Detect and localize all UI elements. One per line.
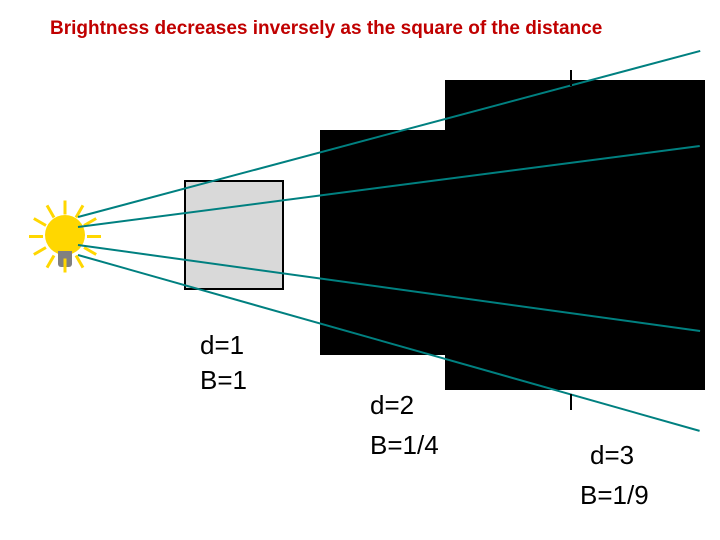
bulb-ray-icon [87,235,101,238]
label-d1-distance: d=1 [200,330,244,361]
label-d2-brightness: B=1/4 [370,430,439,461]
panel-d2 [320,130,510,355]
bulb-ray-icon [29,235,43,238]
tick-mark-icon [570,394,572,410]
bulb-ray-icon [64,259,67,273]
label-d2-distance: d=2 [370,390,414,421]
bulb-ray-icon [33,217,47,227]
label-d3-distance: d=3 [590,440,634,471]
label-d3-brightness: B=1/9 [580,480,649,511]
bulb-ray-icon [64,201,67,215]
diagram-stage: Brightness decreases inversely as the sq… [0,0,720,540]
bulb-ray-icon [46,255,56,269]
panel-d1 [184,180,284,290]
label-d1-brightness: B=1 [200,365,247,396]
bulb-ray-icon [46,205,56,219]
diagram-title: Brightness decreases inversely as the sq… [50,18,602,40]
bulb-ray-icon [33,246,47,256]
bulb-glow-icon [45,215,85,255]
tick-mark-icon [570,70,572,86]
